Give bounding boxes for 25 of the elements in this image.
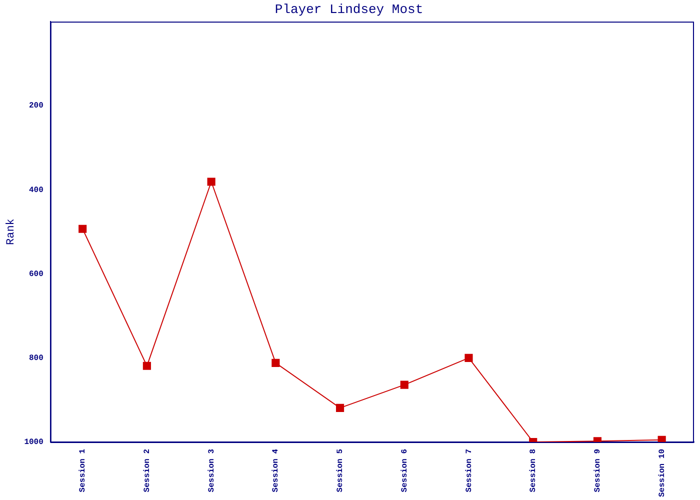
- point: [336, 404, 344, 412]
- x-tick-label: Session 7: [464, 448, 474, 492]
- x-tick-label: Session 5: [336, 448, 346, 492]
- y-axis-title: Rank: [6, 218, 18, 245]
- point: [78, 224, 87, 233]
- point: [464, 354, 473, 362]
- x-tick-label: Session 10: [658, 448, 667, 498]
- point: [400, 380, 408, 389]
- point: [207, 178, 216, 186]
- y-tick-label: 600: [28, 270, 44, 279]
- x-tick-label: Session 1: [78, 448, 88, 492]
- point: [272, 358, 280, 367]
- x-tick-label: Session 8: [529, 448, 538, 492]
- x-tick-label: Session 2: [142, 448, 152, 492]
- x-tick-label: Session 3: [207, 448, 216, 492]
- chart-title: Player Lindsey Most: [274, 2, 424, 18]
- x-tick-label: Session 6: [400, 448, 410, 492]
- point: [658, 436, 666, 442]
- y-tick-label: 200: [28, 102, 44, 111]
- y-tick-label: 800: [28, 354, 44, 363]
- y-tick-label: 1000: [24, 438, 44, 448]
- point: [142, 362, 151, 370]
- y-tick-label: 400: [28, 186, 44, 195]
- x-tick-label: Session 9: [593, 448, 602, 492]
- x-tick-label: Session 4: [272, 448, 281, 492]
